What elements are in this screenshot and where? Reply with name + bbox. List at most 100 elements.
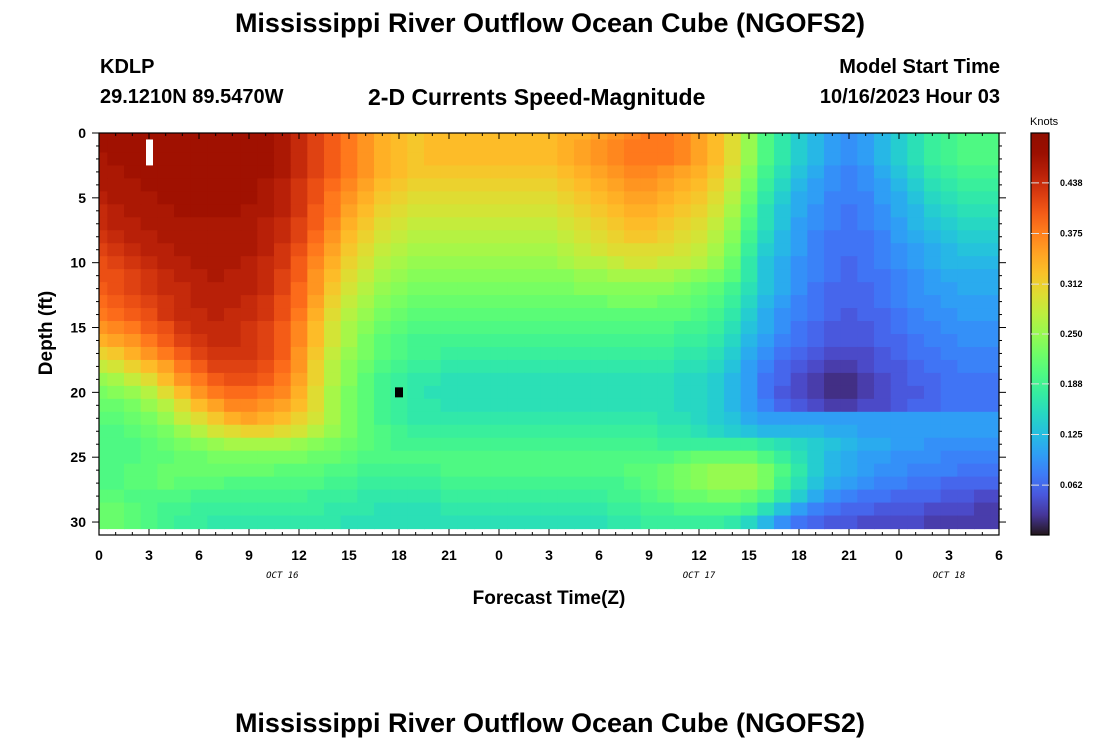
heat-cell — [590, 230, 608, 244]
heat-cell — [807, 450, 825, 465]
heat-cell — [524, 308, 542, 322]
heat-cell — [724, 191, 742, 205]
heat-cell — [99, 282, 108, 296]
heat-cell — [540, 191, 558, 205]
heat-cell — [324, 515, 342, 530]
heat-cell — [990, 217, 1000, 231]
heat-cell — [357, 133, 375, 141]
heat-cell — [274, 243, 292, 257]
heat-cell — [707, 411, 725, 426]
heat-cell — [240, 139, 258, 154]
heat-cell — [307, 243, 325, 257]
heat-cell — [474, 139, 492, 154]
heat-cell — [590, 204, 608, 218]
heat-cell — [224, 217, 242, 231]
heat-cell — [907, 308, 925, 322]
heat-cell — [324, 476, 342, 491]
heat-cell — [457, 295, 475, 309]
heat-cell — [340, 295, 358, 309]
y-tick-label: 20 — [70, 384, 86, 400]
heat-cell — [657, 139, 675, 154]
heat-cell — [574, 502, 592, 517]
heat-cell — [99, 204, 108, 218]
heat-cell — [324, 502, 342, 517]
heat-cell — [924, 424, 942, 439]
heat-cell — [324, 411, 342, 426]
heat-cell — [807, 502, 825, 517]
heat-cell — [140, 204, 158, 218]
heat-cell — [590, 217, 608, 231]
heat-cell — [757, 269, 775, 283]
heat-cell — [740, 411, 758, 426]
model-start-value: 10/16/2023 Hour 03 — [819, 86, 1000, 108]
heat-cell — [207, 256, 225, 270]
heat-cell — [107, 295, 125, 309]
heat-cell — [924, 450, 942, 465]
heat-cell — [157, 411, 175, 426]
heat-cell — [474, 346, 492, 361]
heat-cell — [374, 308, 392, 322]
heat-cell — [907, 269, 925, 283]
heat-cell — [974, 256, 992, 270]
heat-cell — [340, 243, 358, 257]
heat-cell — [424, 463, 442, 478]
heat-cell — [757, 346, 775, 361]
heat-cell — [490, 282, 508, 296]
heat-cell — [207, 217, 225, 231]
heat-cell — [707, 178, 725, 192]
heat-cell — [507, 334, 525, 348]
heat-cell — [874, 411, 892, 426]
heat-cell — [457, 230, 475, 244]
heat-cell — [457, 346, 475, 361]
heat-cell — [224, 178, 242, 192]
heat-cell — [907, 463, 925, 478]
heat-cell — [857, 133, 875, 141]
heat-cell — [207, 152, 225, 167]
heat-cell — [990, 191, 1000, 205]
heat-cell — [107, 372, 125, 387]
heat-cell — [190, 411, 208, 426]
heat-cell — [940, 308, 958, 322]
heat-cell — [507, 217, 525, 231]
heatmap-cells — [99, 133, 1000, 530]
heat-cell — [507, 502, 525, 517]
heat-cell — [524, 139, 542, 154]
heat-cell — [174, 282, 192, 296]
heat-cell — [574, 398, 592, 413]
heat-cell — [807, 346, 825, 361]
heat-cell — [190, 372, 208, 387]
heat-cell — [174, 139, 192, 154]
heat-cell — [340, 437, 358, 452]
heat-cell — [974, 424, 992, 439]
heat-cell — [624, 463, 642, 478]
heat-cell — [424, 152, 442, 167]
heat-cell — [674, 152, 692, 167]
heat-cell — [807, 191, 825, 205]
station-coords: 29.1210N 89.5470W — [100, 86, 284, 108]
heat-cell — [757, 450, 775, 465]
x-tick-label: 6 — [995, 547, 1003, 563]
heat-cell — [940, 463, 958, 478]
heat-cell — [174, 424, 192, 439]
heat-cell — [724, 385, 742, 400]
heat-cell — [724, 243, 742, 257]
heat-cell — [890, 308, 908, 322]
heat-cell — [240, 398, 258, 413]
heat-cell — [324, 334, 342, 348]
heat-cell — [990, 230, 1000, 244]
heat-cell — [357, 450, 375, 465]
heat-cell — [374, 398, 392, 413]
heat-cell — [957, 152, 975, 167]
heat-cell — [890, 165, 908, 179]
heat-cell — [557, 398, 575, 413]
heat-cell — [524, 152, 542, 167]
heat-cell — [740, 230, 758, 244]
heat-cell — [540, 269, 558, 283]
heat-cell — [590, 191, 608, 205]
heat-cell — [290, 243, 308, 257]
heat-cell — [740, 308, 758, 322]
heat-cell — [540, 359, 558, 374]
heat-cell — [274, 191, 292, 205]
heat-cell — [724, 321, 742, 335]
heat-cell — [640, 165, 658, 179]
